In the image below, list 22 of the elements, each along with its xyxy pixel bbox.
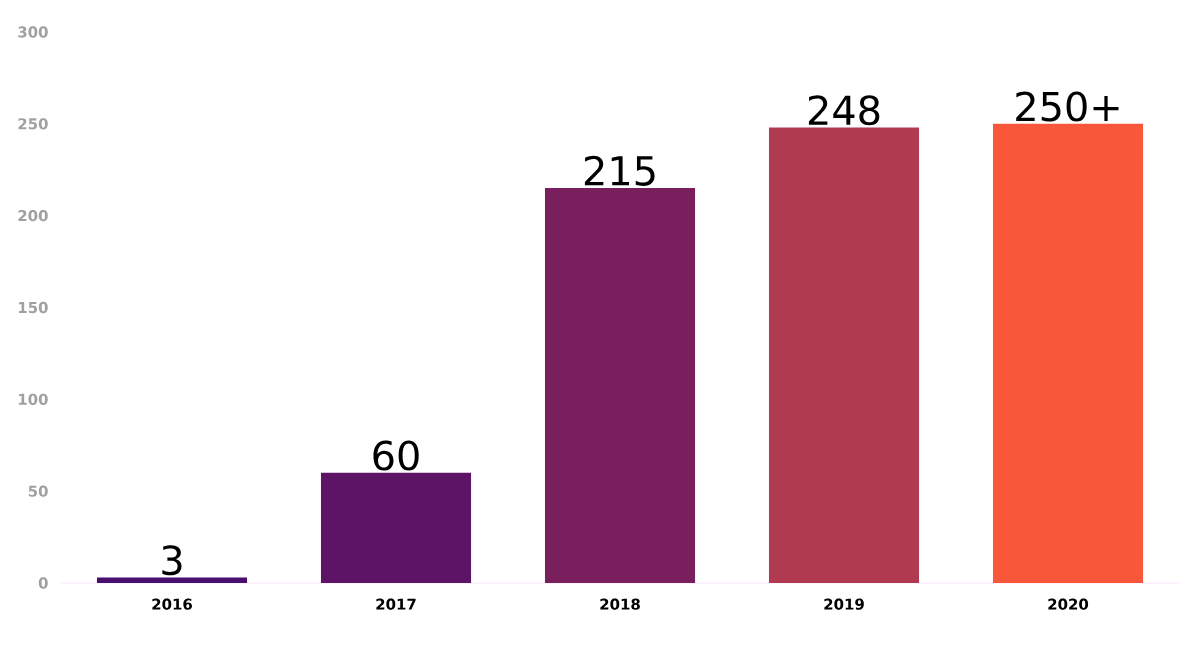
y-tick-label: 150 xyxy=(18,301,48,314)
y-tick-label: 300 xyxy=(18,26,48,38)
data-label: 60 xyxy=(373,440,419,471)
y-tick-label: 200 xyxy=(18,210,48,222)
data-label: 250+ xyxy=(1016,91,1119,122)
x-tick-label: 2020 xyxy=(1048,598,1089,610)
y-tick-label: 250 xyxy=(18,118,48,130)
x-tick-label: 2016 xyxy=(152,598,193,610)
data-label: 248 xyxy=(808,95,880,126)
y-tick-label: 100 xyxy=(18,393,48,405)
x-tick-label: 2018 xyxy=(600,598,640,610)
data-label: 3 xyxy=(162,545,182,576)
bar xyxy=(544,188,696,583)
x-tick-label: 2017 xyxy=(376,598,416,610)
bar xyxy=(96,577,248,583)
x-tick-label: 2019 xyxy=(824,598,864,610)
y-tick-label: 0 xyxy=(38,577,48,589)
bar xyxy=(992,123,1144,583)
data-label: 215 xyxy=(584,155,655,186)
y-tick-label: 50 xyxy=(28,485,48,497)
bar xyxy=(768,127,920,583)
bar xyxy=(320,472,472,583)
